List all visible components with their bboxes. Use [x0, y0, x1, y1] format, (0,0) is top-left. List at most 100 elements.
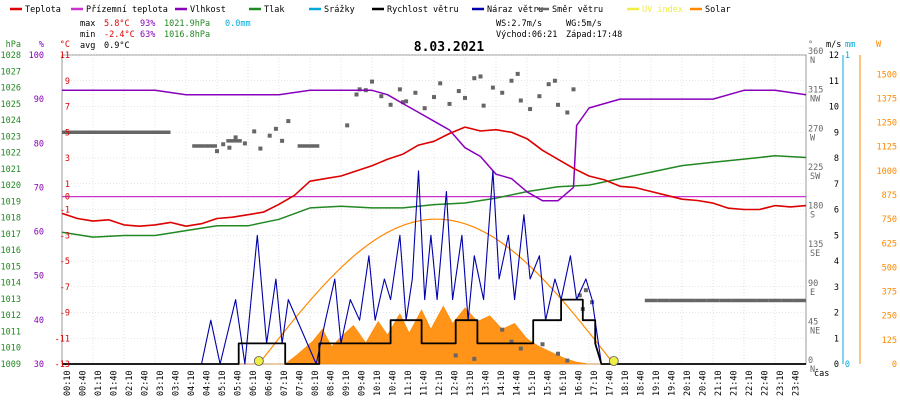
axis-dir-tick: 0 — [808, 356, 813, 366]
series-line-rychlost — [62, 298, 806, 365]
axis-w-unit: W — [876, 40, 882, 50]
legend-label-tlak: Tlak — [264, 5, 284, 15]
x-tick: 08:40 — [327, 370, 337, 396]
axis-hpa-tick: 1025 — [1, 100, 21, 110]
wind-direction-point — [546, 82, 551, 87]
stats-min-hum: 63% — [140, 30, 155, 40]
axis-degc-tick: 11 — [60, 51, 70, 61]
grid — [61, 54, 807, 365]
axis-hpa-tick: 1023 — [1, 132, 21, 142]
axis-dir-unit: ° — [808, 40, 813, 50]
x-tick: 03:10 — [156, 370, 166, 396]
axis-w-tick: 1375 — [877, 94, 897, 104]
x-tick: 16:10 — [559, 370, 569, 396]
x-tick: 05:40 — [234, 370, 244, 396]
wind-direction-point — [540, 342, 545, 347]
x-tick: 23:40 — [792, 370, 802, 396]
wind-direction-point — [233, 135, 238, 140]
stats-max-temp: 5.8°C — [104, 19, 130, 29]
stats-min-press: 1016.8hPa — [164, 30, 210, 40]
axis-w-tick: 1000 — [877, 167, 897, 177]
wind-direction-point — [453, 353, 458, 358]
wind-direction-point — [500, 90, 505, 95]
axis-ms-tick: 3 — [834, 283, 839, 293]
axis-dir-tick: 360 — [808, 47, 823, 57]
legend-label-solar: Solar — [705, 5, 731, 15]
wind-direction-point — [509, 78, 514, 83]
wind-direction-point — [490, 85, 495, 90]
x-tick: 05:10 — [218, 370, 228, 396]
axis-dir-tick: 270 — [808, 124, 823, 134]
axis-dir-label: S — [810, 211, 815, 221]
axis-hpa-unit: hPa — [6, 40, 21, 50]
stats-avg-temp: 0.9°C — [104, 41, 130, 51]
axis-w-tick: 1500 — [877, 70, 897, 80]
legend-label-srazky: Srážky — [324, 5, 355, 15]
x-tick: 03:40 — [172, 370, 182, 396]
axis-w-tick: 125 — [882, 336, 897, 346]
axis-pct-unit: % — [39, 40, 44, 50]
wind-direction-point — [370, 79, 374, 84]
x-tick: 04:40 — [203, 370, 213, 396]
axis-degc-tick: -7 — [60, 283, 70, 293]
axis-degc-tick: -5 — [60, 257, 70, 267]
stats-max-rain: 0.0mm — [225, 19, 251, 29]
x-tick: 23:10 — [776, 370, 786, 396]
legend-label-prizemni: Přízemní teplota — [86, 5, 168, 15]
wind-direction-point — [345, 123, 350, 128]
x-tick: 10:10 — [373, 370, 383, 396]
axis-hpa-tick: 1016 — [1, 246, 21, 256]
series-line-vlhkost — [62, 89, 807, 202]
wind-direction-point — [509, 339, 514, 344]
axis-mm-tick: 0 — [845, 360, 850, 370]
x-tick: 12:10 — [435, 370, 445, 396]
axis-dir-label: N — [810, 56, 815, 66]
axis-degc-tick: 7 — [65, 103, 70, 113]
wind-direction-point — [432, 95, 436, 100]
stats-avg-label: avg — [80, 41, 95, 51]
x-tick: 15:40 — [544, 370, 554, 396]
x-tick: 22:10 — [745, 370, 755, 396]
x-tick: 08:10 — [311, 370, 321, 396]
x-tick: 19:10 — [652, 370, 662, 396]
axis-w-tick: 1250 — [877, 119, 897, 129]
info-wg: WG:5m/s — [566, 19, 602, 29]
wind-direction-point — [537, 94, 542, 99]
x-tick: 09:10 — [342, 370, 352, 396]
wind-direction-point — [447, 101, 452, 106]
axis-hpa-tick: 1026 — [1, 84, 21, 94]
wind-direction-point — [397, 87, 402, 92]
wind-direction-point — [556, 351, 560, 356]
wind-direction-point — [388, 102, 393, 107]
axis-ms-tick: 1 — [834, 334, 839, 344]
x-tick: 18:40 — [637, 370, 647, 396]
axis-ms-tick: 8 — [834, 154, 839, 164]
uv-marker — [608, 356, 619, 366]
wind-direction-point — [221, 142, 226, 147]
stats-max-press: 1021.9hPa — [164, 19, 210, 29]
axis-dir-tick: 90 — [808, 279, 818, 289]
wind-direction-point — [456, 89, 461, 94]
axis-hpa-tick: 1015 — [1, 262, 21, 272]
wind-direction-point — [280, 138, 285, 143]
x-tick: 22:40 — [761, 370, 771, 396]
chart-title: 8.03.2021 — [414, 40, 485, 55]
stats-min-label: min — [80, 30, 95, 40]
axis-w-tick: 250 — [882, 312, 897, 322]
legend-label-naraz: Náraz větru — [487, 5, 543, 15]
axis-dir-label: SE — [810, 249, 820, 259]
axis-w-tick: 1125 — [877, 143, 897, 153]
axis-ms-tick: 9 — [834, 128, 839, 138]
axis-dir-label: SW — [810, 172, 821, 182]
axis-hpa-tick: 1024 — [1, 116, 21, 126]
legend-label-smer: Směr větru — [552, 5, 603, 15]
series-line-tlak — [61, 155, 807, 238]
axis-dir-label: NE — [810, 326, 820, 336]
axis-dir-label: W — [810, 133, 816, 143]
legend-label-uv: UV index — [642, 5, 683, 15]
axis-pct-tick: 80 — [34, 139, 44, 149]
axis-degc-tick: 5 — [65, 128, 70, 138]
x-tick: 18:10 — [621, 370, 631, 396]
x-axis-unit: čas — [814, 368, 829, 379]
axis-dir-label: E — [810, 288, 815, 298]
